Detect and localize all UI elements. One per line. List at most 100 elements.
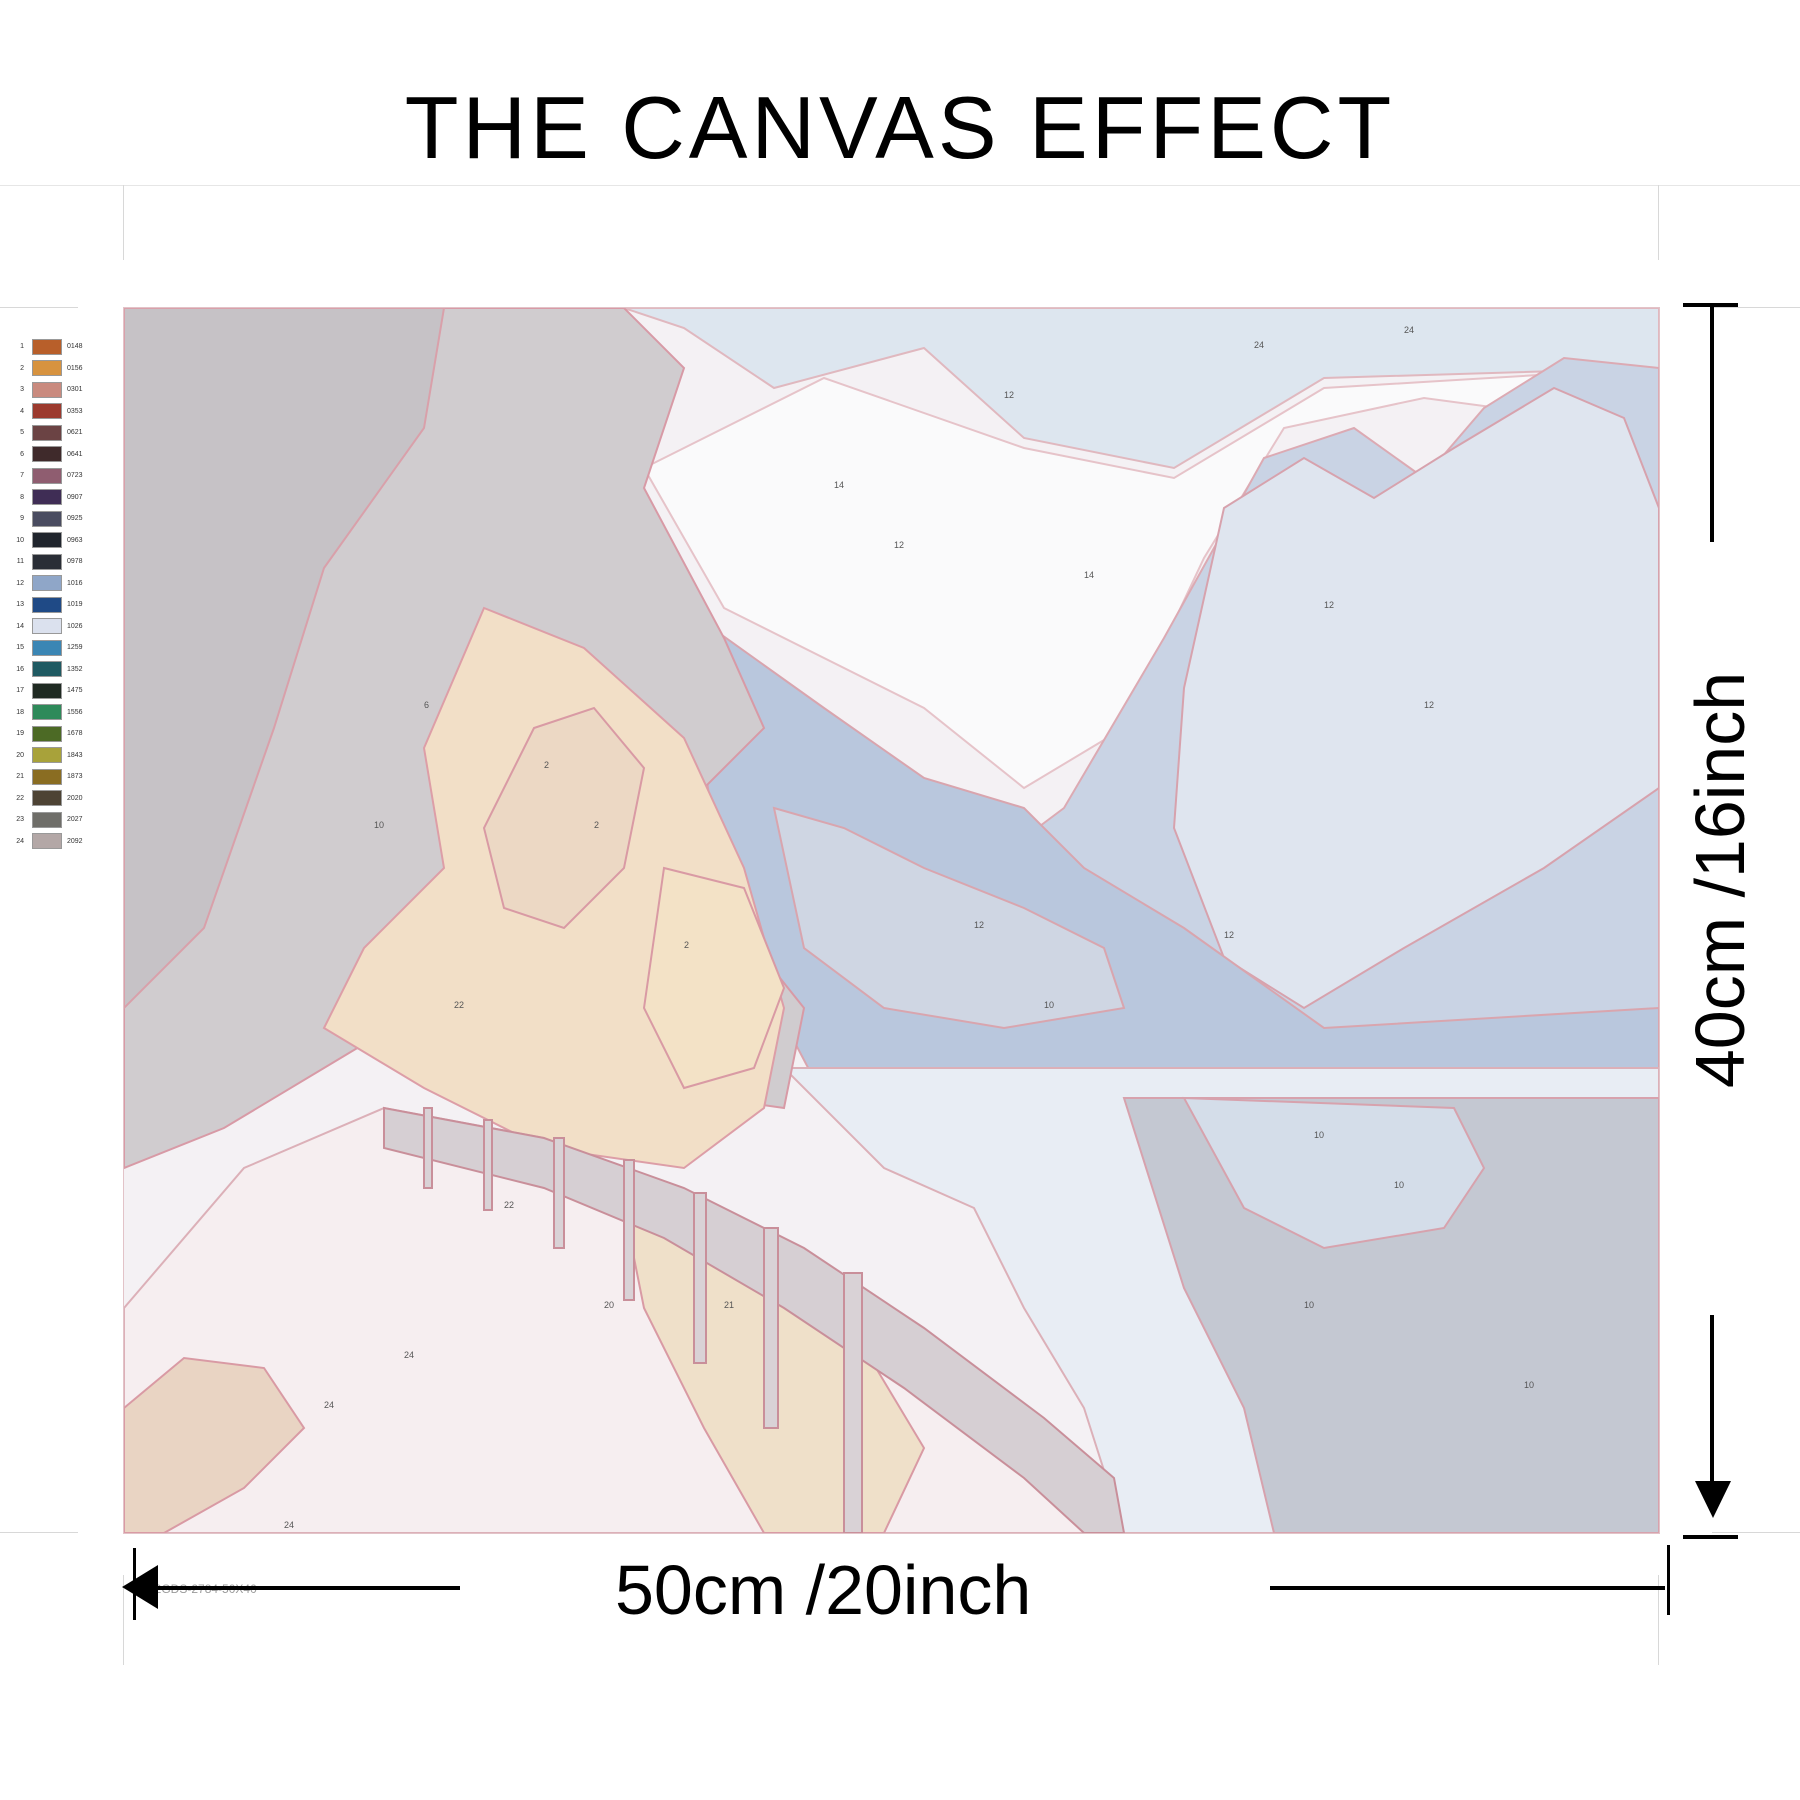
legend-number: 8 [20,493,24,501]
width-arrow-line-right [1270,1586,1665,1590]
legend-item: 5 0621 [10,422,92,444]
legend-item: 16 1352 [10,659,92,681]
legend-item: 8 0907 [10,487,92,509]
trim-line-left [123,185,124,260]
legend-swatch [32,467,62,484]
legend-item: 13 1019 [10,594,92,616]
svg-text:2: 2 [594,820,599,830]
legend-swatch [32,639,62,656]
legend-code: 1873 [67,773,83,781]
svg-text:12: 12 [974,920,984,930]
trim-line-right-lower [1658,1575,1659,1665]
trim-line-bottom-left [0,1532,78,1533]
legend-number: 13 [16,601,24,609]
svg-text:12: 12 [1004,390,1014,400]
legend-code: 0641 [67,450,83,458]
legend-code: 0978 [67,558,83,566]
legend-item: 17 1475 [10,680,92,702]
legend-code: 1026 [67,622,83,630]
legend-swatch [32,403,62,420]
legend-item: 6 0641 [10,444,92,466]
legend-item: 2 0156 [10,358,92,380]
paint-by-number-canvas: 14 14 12 24 24 12 6 10 2 2 2 22 24 24 10 10 10 10 12… [123,307,1660,1534]
svg-text:14: 14 [1084,570,1094,580]
legend-item: 19 1678 [10,723,92,745]
legend-number: 3 [20,386,24,394]
legend-swatch [32,510,62,527]
legend-item: 23 2027 [10,809,92,831]
legend-code: 1016 [67,579,83,587]
legend-item: 22 2020 [10,788,92,810]
trim-line-left-lower [123,1575,124,1665]
legend-item: 24 2092 [10,831,92,853]
legend-code: 0148 [67,343,83,351]
legend-swatch [32,747,62,764]
height-tick-bottom [1683,1535,1738,1539]
legend-number: 23 [16,816,24,824]
legend-number: 16 [16,665,24,673]
legend-number: 15 [16,644,24,652]
legend-item: 3 0301 [10,379,92,401]
legend-swatch [32,833,62,850]
legend-swatch [32,618,62,635]
foreground-bush [124,1356,306,1533]
legend-code: 1019 [67,601,83,609]
height-arrow-line-top [1710,307,1714,542]
legend-swatch [32,596,62,613]
trim-line-bottom-right [1712,1532,1800,1533]
legend-number: 12 [16,579,24,587]
legend-item: 1 0148 [10,336,92,358]
legend-item: 10 0963 [10,530,92,552]
svg-text:24: 24 [1254,340,1264,350]
legend-code: 1678 [67,730,83,738]
tree-dark [124,308,446,1010]
svg-text:2: 2 [684,940,689,950]
railing [383,1106,1126,1533]
color-legend: 1 0148 2 0156 3 0301 4 0353 5 0621 6 0641 7 0723 8 0907… [10,336,92,852]
svg-text:22: 22 [504,1200,514,1210]
legend-code: 1352 [67,665,83,673]
svg-text:6: 6 [424,700,429,710]
mountain-snow [1172,386,1659,1010]
legend-number: 2 [20,364,24,372]
svg-text:10: 10 [1304,1300,1314,1310]
legend-swatch [32,381,62,398]
svg-text:10: 10 [1524,1380,1534,1390]
legend-item: 21 1873 [10,766,92,788]
legend-number: 5 [20,429,24,437]
legend-code: 0925 [67,515,83,523]
legend-item: 7 0723 [10,465,92,487]
svg-text:24: 24 [324,1400,334,1410]
legend-code: 2092 [67,837,83,845]
cloud-area [623,308,1659,470]
foliage-right [642,866,786,1090]
railing-posts [423,1107,863,1533]
legend-number: 18 [16,708,24,716]
legend-number: 24 [16,837,24,845]
legend-number: 14 [16,622,24,630]
legend-swatch [32,575,62,592]
svg-text:20: 20 [604,1300,614,1310]
legend-number: 10 [16,536,24,544]
legend-number: 1 [20,343,24,351]
legend-item: 12 1016 [10,573,92,595]
svg-text:21: 21 [724,1300,734,1310]
svg-text:10: 10 [1044,1000,1054,1010]
legend-swatch [32,811,62,828]
height-label: 40cm /16inch [1681,671,1759,1089]
legend-code: 1843 [67,751,83,759]
arrow-left-icon [122,1565,158,1609]
width-tick-right [1667,1545,1670,1615]
legend-number: 21 [16,773,24,781]
legend-number: 9 [20,515,24,523]
svg-text:12: 12 [1424,700,1434,710]
legend-number: 11 [16,558,24,566]
bright-sky [642,366,1655,790]
legend-swatch [32,704,62,721]
legend-code: 0723 [67,472,83,480]
legend-swatch [32,790,62,807]
legend-code: 0156 [67,364,83,372]
width-tick-left [133,1548,136,1620]
